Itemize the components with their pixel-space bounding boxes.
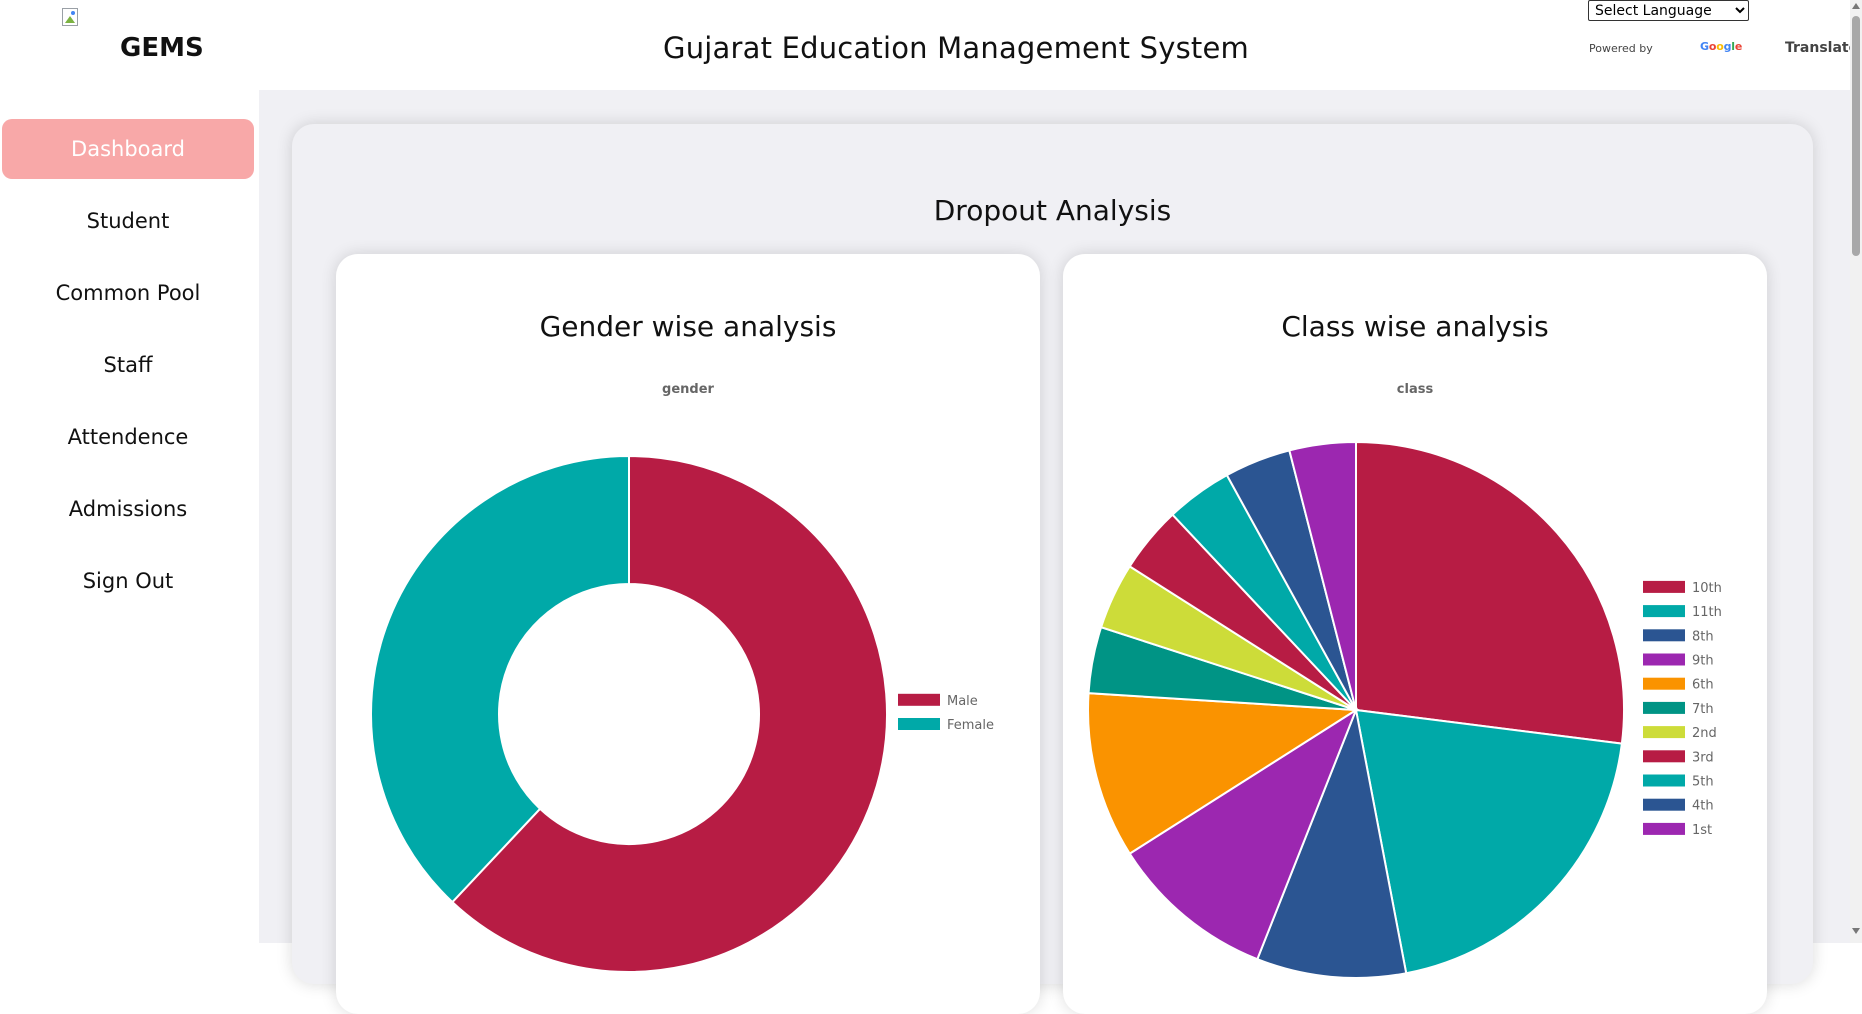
pie-slice-1st[interactable] — [1288, 440, 1357, 711]
sidebar-item-attendence[interactable]: Attendence — [67, 425, 189, 449]
sidebar: Dashboard Student Common Pool Staff Atte… — [0, 90, 259, 943]
sidebar-item-dashboard[interactable]: Dashboard — [2, 119, 254, 179]
legend-label-7th[interactable]: 7th — [1692, 702, 1714, 717]
google-logo-letter: g — [1723, 40, 1732, 53]
main-content: Dropout Analysis Gender wise analysis ge… — [259, 90, 1850, 1014]
pie-slice-10th[interactable] — [1355, 440, 1625, 745]
legend-swatch-3rd[interactable] — [1643, 750, 1685, 763]
google-logo-letter: o — [1716, 40, 1724, 53]
brand-name: GEMS — [120, 33, 204, 63]
google-logo-letter: o — [1708, 40, 1717, 53]
legend-swatch-8th[interactable] — [1643, 629, 1685, 642]
legend-swatch-7th[interactable] — [1643, 701, 1685, 714]
app-header: GEMS Gujarat Education Management System… — [0, 0, 1858, 90]
legend-swatch-1st[interactable] — [1643, 822, 1685, 835]
class-chart-heading: Class wise analysis — [1281, 310, 1549, 343]
sidebar-item-student[interactable]: Student — [86, 209, 170, 233]
legend-label-6th[interactable]: 6th — [1692, 678, 1714, 693]
legend-swatch-2nd[interactable] — [1643, 726, 1685, 739]
section-title: Dropout Analysis — [933, 194, 1172, 227]
sidebar-item-common-pool[interactable]: Common Pool — [55, 281, 201, 305]
page-scrollbar[interactable] — [1850, 0, 1862, 943]
pie-slice-6th[interactable] — [1087, 692, 1360, 855]
legend-label-11th[interactable]: 11th — [1692, 605, 1722, 620]
page-title: Gujarat Education Management System — [663, 31, 1249, 65]
scroll-down-icon[interactable] — [1852, 928, 1860, 934]
dropout-analysis-panel: Dropout Analysis Gender wise analysis ge… — [292, 124, 1813, 1014]
legend-label-8th[interactable]: 8th — [1692, 629, 1714, 644]
translate-link[interactable]: Translate — [1785, 40, 1859, 56]
legend-swatch-4th[interactable] — [1643, 798, 1685, 811]
google-logo: Google — [1700, 40, 1742, 53]
legend-swatch-male[interactable] — [898, 693, 940, 706]
powered-by-label: Powered by — [1589, 42, 1653, 55]
legend-swatch-9th[interactable] — [1643, 653, 1685, 666]
legend-label-male[interactable]: Male — [947, 694, 978, 709]
legend-label-9th[interactable]: 9th — [1692, 654, 1714, 669]
legend-label-4th[interactable]: 4th — [1692, 799, 1714, 814]
legend-swatch-6th[interactable] — [1643, 677, 1685, 690]
pie-slice-female[interactable] — [370, 454, 630, 904]
broken-logo-image-icon — [62, 8, 84, 28]
google-logo-letter: e — [1734, 40, 1743, 53]
legend-swatch-11th[interactable] — [1643, 605, 1685, 618]
legend-swatch-5th[interactable] — [1643, 774, 1685, 787]
legend-swatch-10th[interactable] — [1643, 580, 1685, 593]
gender-doughnut-chart: Male Female — [370, 454, 994, 973]
language-select[interactable]: Select Language — [1588, 0, 1749, 21]
legend-label-2nd[interactable]: 2nd — [1692, 726, 1717, 741]
legend-label-10th[interactable]: 10th — [1692, 581, 1722, 596]
legend-label-3rd[interactable]: 3rd — [1692, 750, 1714, 765]
sidebar-item-admissions[interactable]: Admissions — [68, 497, 188, 521]
gender-chart-heading: Gender wise analysis — [539, 310, 837, 343]
legend-label-5th[interactable]: 5th — [1692, 775, 1714, 790]
legend-label-1st[interactable]: 1st — [1692, 823, 1712, 838]
legend-label-female[interactable]: Female — [947, 718, 994, 733]
sidebar-item-staff[interactable]: Staff — [103, 353, 153, 377]
scroll-up-icon[interactable] — [1852, 3, 1860, 9]
scroll-thumb[interactable] — [1852, 16, 1860, 256]
class-pie-chart: 10th 11th 8th 9th 6th 7th 2nd 3rd 5th 4th 1st — [1087, 440, 1722, 979]
gender-chart-card: Gender wise analysis gender Male Female — [336, 254, 1040, 1014]
sidebar-item-sign-out[interactable]: Sign Out — [82, 569, 174, 593]
class-chart-card: Class wise analysis class 10th 11th 8th 9th… — [1063, 254, 1767, 1014]
google-logo-letter: G — [1700, 40, 1709, 53]
gender-chart-title: gender — [662, 382, 714, 397]
legend-swatch-female[interactable] — [898, 718, 940, 730]
class-chart-title: class — [1396, 382, 1434, 397]
google-logo-letter: l — [1731, 40, 1735, 53]
